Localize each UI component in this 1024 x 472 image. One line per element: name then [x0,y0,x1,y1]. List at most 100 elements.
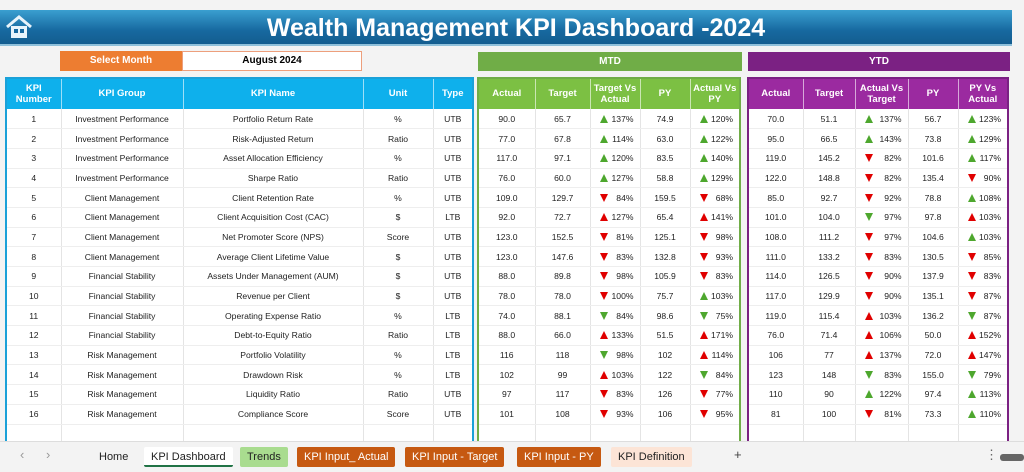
mtd-target[interactable]: 152.5 [535,227,591,248]
kpi-no[interactable]: 9 [6,266,62,287]
ytd-vs-target[interactable]: 122% [855,384,909,405]
mtd-py[interactable]: 83.5 [640,148,691,169]
ytd-py[interactable]: 97.8 [908,207,959,228]
kpi-no[interactable]: 12 [6,325,62,346]
kpi-group[interactable]: Investment Performance [61,148,184,169]
kpi-unit[interactable]: Score [363,227,434,248]
mtd-actual[interactable]: 109.0 [478,187,536,208]
mtd-py[interactable]: 63.0 [640,128,691,149]
kpi-unit[interactable]: $ [363,246,434,267]
column-header[interactable]: Actual Vs PY [690,78,741,109]
ytd-vs-target[interactable]: 82% [855,168,909,189]
ytd-target[interactable]: 104.0 [803,207,856,228]
kpi-type[interactable]: UTB [433,168,474,189]
kpi-name[interactable]: Assets Under Management (AUM) [183,266,364,287]
kpi-type[interactable]: LTB [433,345,474,366]
ytd-py[interactable]: 104.6 [908,227,959,248]
kpi-unit[interactable]: % [363,364,434,386]
ytd-vs-py[interactable]: 129% [958,128,1009,149]
kpi-group[interactable]: Financial Stability [61,325,184,346]
ytd-py[interactable]: 73.8 [908,128,959,149]
ytd-vs-target[interactable]: 106% [855,325,909,346]
kpi-type[interactable]: LTB [433,325,474,346]
mtd-target[interactable]: 66.0 [535,325,591,346]
kpi-name[interactable]: Risk-Adjusted Return [183,128,364,149]
kpi-no[interactable]: 3 [6,148,62,169]
ytd-py[interactable]: 78.8 [908,187,959,208]
ytd-vs-target[interactable]: 83% [855,364,909,386]
ytd-actual[interactable]: 76.0 [748,325,804,346]
mtd-target[interactable]: 89.8 [535,266,591,287]
kpi-no[interactable]: 8 [6,246,62,267]
mtd-actual[interactable]: 97 [478,384,536,405]
column-header[interactable]: Target [803,78,856,109]
ytd-vs-target[interactable]: 83% [855,246,909,267]
mtd-vs-target[interactable]: 84% [590,305,641,327]
ytd-py[interactable]: 137.9 [908,266,959,287]
ytd-target[interactable]: 126.5 [803,266,856,287]
column-header[interactable]: PY [640,78,691,109]
ytd-py[interactable]: 155.0 [908,364,959,386]
ytd-actual[interactable]: 123 [748,364,804,386]
mtd-vs-target[interactable]: 137% [590,109,641,130]
kpi-unit[interactable]: Ratio [363,128,434,149]
ytd-actual[interactable]: 70.0 [748,109,804,130]
mtd-target[interactable]: 108 [535,404,591,425]
ytd-vs-target[interactable]: 90% [855,266,909,287]
ytd-py[interactable]: 135.1 [908,286,959,307]
kpi-name[interactable]: Operating Expense Ratio [183,305,364,327]
ytd-vs-py[interactable]: 113% [958,384,1009,405]
kpi-type[interactable]: UTB [433,266,474,287]
mtd-target[interactable]: 117 [535,384,591,405]
mtd-vs-target[interactable]: 114% [590,128,641,149]
kpi-type[interactable]: UTB [433,227,474,248]
mtd-target[interactable]: 88.1 [535,305,591,327]
mtd-actual[interactable]: 102 [478,364,536,386]
mtd-target[interactable]: 67.8 [535,128,591,149]
column-header[interactable]: Target Vs Actual [590,78,641,109]
kpi-unit[interactable]: Ratio [363,325,434,346]
ytd-target[interactable]: 148.8 [803,168,856,189]
ytd-py[interactable]: 97.4 [908,384,959,405]
kpi-group[interactable]: Risk Management [61,384,184,405]
ytd-actual[interactable]: 117.0 [748,286,804,307]
ytd-target[interactable]: 115.4 [803,305,856,327]
column-header[interactable]: Actual Vs Target [855,78,909,109]
sheet-tab[interactable]: Home [99,451,129,463]
kpi-group[interactable]: Client Management [61,187,184,208]
kpi-type[interactable]: UTB [433,128,474,149]
mtd-actual[interactable]: 123.0 [478,246,536,267]
ytd-target[interactable]: 148 [803,364,856,386]
ytd-vs-py[interactable]: 87% [958,305,1009,327]
kpi-unit[interactable]: Ratio [363,384,434,405]
mtd-actual[interactable]: 74.0 [478,305,536,327]
prev-sheet-icon[interactable]: ‹ [20,447,25,462]
ytd-actual[interactable]: 119.0 [748,305,804,327]
ytd-vs-target[interactable]: 82% [855,148,909,169]
ytd-vs-target[interactable]: 103% [855,305,909,327]
ytd-target[interactable]: 133.2 [803,246,856,267]
kpi-unit[interactable]: % [363,345,434,366]
kpi-no[interactable]: 11 [6,305,62,327]
kpi-unit[interactable]: Score [363,404,434,425]
mtd-target[interactable]: 65.7 [535,109,591,130]
ytd-actual[interactable]: 119.0 [748,148,804,169]
kpi-unit[interactable]: $ [363,266,434,287]
ytd-target[interactable]: 145.2 [803,148,856,169]
ytd-vs-py[interactable]: 117% [958,148,1009,169]
kpi-no[interactable]: 7 [6,227,62,248]
ytd-py[interactable]: 101.6 [908,148,959,169]
mtd-vs-py[interactable]: 83% [690,266,741,287]
mtd-vs-target[interactable]: 84% [590,187,641,208]
mtd-target[interactable]: 99 [535,364,591,386]
ytd-vs-py[interactable]: 79% [958,364,1009,386]
kpi-no[interactable]: 1 [6,109,62,130]
kpi-name[interactable]: Sharpe Ratio [183,168,364,189]
mtd-vs-py[interactable]: 129% [690,168,741,189]
kpi-name[interactable]: Debt-to-Equity Ratio [183,325,364,346]
mtd-py[interactable]: 105.9 [640,266,691,287]
ytd-actual[interactable]: 81 [748,404,804,425]
mtd-actual[interactable]: 76.0 [478,168,536,189]
kpi-name[interactable]: Net Promoter Score (NPS) [183,227,364,248]
kpi-group[interactable]: Client Management [61,207,184,228]
